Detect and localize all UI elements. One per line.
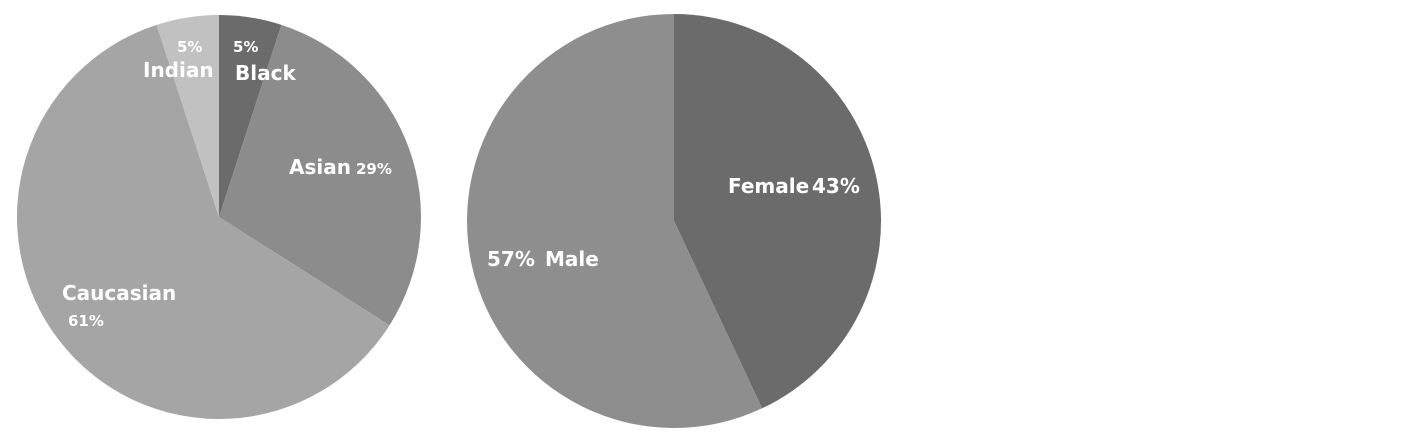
pie-slice-male (467, 14, 763, 428)
pie-slice-indian (156, 15, 219, 217)
indian-label: Indian (143, 58, 214, 82)
pie-slice-female (674, 14, 882, 409)
black-label: Black (235, 61, 296, 85)
pie-slice-asian (219, 24, 421, 326)
male-value-label: 57% (487, 247, 535, 271)
female-value-label: 43% (812, 174, 860, 198)
black-value-label: 5% (233, 38, 258, 56)
ethnicity-pie-chart (16, 15, 421, 420)
male-label: Male (545, 247, 599, 271)
pie-slice-black (219, 15, 282, 217)
caucasian-label: Caucasian (62, 281, 176, 305)
pie-slice-caucasian (16, 24, 390, 420)
indian-value-label: 5% (177, 38, 202, 56)
gender-pie-chart (467, 14, 882, 428)
female-label: Female (728, 174, 809, 198)
caucasian-value-label: 61% (68, 312, 104, 330)
asian-value-label: 29% (356, 160, 392, 178)
asian-label: Asian (289, 155, 351, 179)
